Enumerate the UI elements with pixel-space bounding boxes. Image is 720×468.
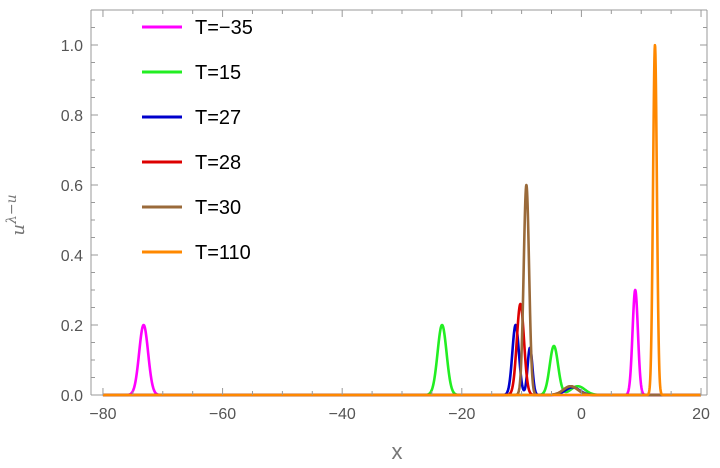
series-line-5 bbox=[101, 183, 703, 397]
y-axis-label-base: u bbox=[8, 224, 29, 236]
y-tick-label: 0.8 bbox=[61, 108, 83, 125]
x-tick-label: 0 bbox=[577, 406, 586, 423]
y-axis-label-superscript: λ−u bbox=[4, 194, 20, 225]
legend: T=−35 T=15 T=27 T=28 T=30 T=110 bbox=[142, 17, 253, 264]
y-tick-label: 0.6 bbox=[61, 178, 83, 195]
legend-label: T=30 bbox=[195, 197, 241, 219]
x-tick-label: −60 bbox=[209, 406, 236, 423]
y-tick-label: 0.0 bbox=[61, 388, 83, 405]
legend-label: T=27 bbox=[195, 107, 241, 129]
series-line-4 bbox=[101, 302, 703, 397]
x-tick-label: −40 bbox=[329, 406, 356, 423]
plot-frame bbox=[90, 9, 708, 396]
x-tick-label: 20 bbox=[692, 406, 710, 423]
series-layer bbox=[101, 43, 703, 397]
y-axis-label: uλ−u bbox=[4, 194, 29, 235]
y-axis-ticks: 0.0 0.2 0.4 0.6 0.8 1.0 bbox=[61, 27, 707, 405]
legend-label: T=110 bbox=[195, 242, 251, 264]
x-axis-ticks: −80 −60 −40 −20 0 20 bbox=[89, 10, 710, 423]
x-tick-label: −80 bbox=[89, 406, 116, 423]
y-tick-label: 0.2 bbox=[61, 318, 83, 335]
series-line-6 bbox=[101, 43, 703, 397]
legend-label: T=−35 bbox=[195, 17, 253, 39]
series-line-3 bbox=[101, 323, 703, 397]
legend-label: T=15 bbox=[195, 62, 241, 84]
series-line-1 bbox=[101, 288, 703, 397]
x-axis-label: x bbox=[392, 439, 403, 464]
y-tick-label: 1.0 bbox=[61, 38, 83, 55]
series-line-2 bbox=[101, 323, 703, 397]
x-tick-label: −20 bbox=[448, 406, 475, 423]
legend-label: T=28 bbox=[195, 152, 241, 174]
y-tick-label: 0.4 bbox=[61, 248, 83, 265]
